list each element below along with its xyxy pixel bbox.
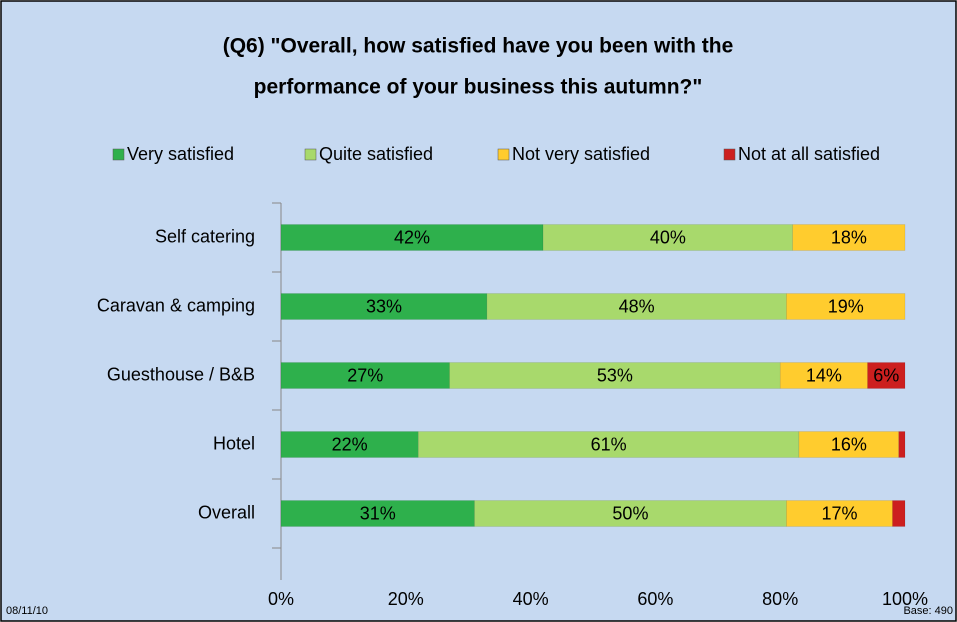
legend-swatch: [304, 148, 317, 161]
bar-segment: [486, 293, 787, 320]
bar-segment: [867, 362, 906, 389]
bar-segment: [792, 224, 906, 251]
bar-segment: [542, 224, 793, 251]
data-label: 14%: [806, 365, 842, 385]
y-tick-label: Guesthouse / B&B: [107, 364, 255, 384]
data-label: 33%: [366, 296, 402, 316]
data-label: 17%: [821, 503, 857, 523]
bar-segment: [280, 362, 450, 389]
bar-segment: [786, 500, 893, 527]
data-label: 48%: [619, 296, 655, 316]
data-label: 6%: [873, 365, 899, 385]
bar-segment: [280, 224, 544, 251]
bar-segment: [280, 293, 488, 320]
data-label: 27%: [347, 365, 383, 385]
bar-segment: [280, 500, 475, 527]
data-label: 22%: [332, 434, 368, 454]
y-tick-label: Caravan & camping: [97, 295, 255, 315]
data-label: 50%: [612, 503, 648, 523]
bar-segment: [798, 431, 900, 458]
legend-swatch: [112, 148, 125, 161]
bar-segment: [786, 293, 906, 320]
data-label: 16%: [831, 434, 867, 454]
legend-swatch: [723, 148, 736, 161]
x-tick-label: 60%: [637, 589, 673, 609]
y-tick-label: Hotel: [213, 433, 255, 453]
data-label: 42%: [394, 227, 430, 247]
legend-label: Very satisfied: [127, 144, 234, 164]
bar-segment: [779, 362, 868, 389]
data-label: 18%: [831, 227, 867, 247]
y-tick-label: Self catering: [155, 226, 255, 246]
chart-title: performance of your business this autumn…: [254, 76, 703, 99]
data-label: 61%: [591, 434, 627, 454]
legend-label: Not very satisfied: [512, 144, 650, 164]
bar-segment: [418, 431, 800, 458]
legend-label: Not at all satisfied: [738, 144, 880, 164]
x-tick-label: 80%: [762, 589, 798, 609]
legend-swatch: [497, 148, 510, 161]
data-label: 19%: [828, 296, 864, 316]
x-tick-label: 40%: [513, 589, 549, 609]
base-note: Base: 490: [903, 605, 953, 617]
y-tick-label: Overall: [198, 502, 255, 522]
legend-label: Quite satisfied: [319, 144, 433, 164]
bar-segment: [474, 500, 787, 527]
date-note: 08/11/10: [6, 605, 48, 617]
data-label: 31%: [360, 503, 396, 523]
data-label: 40%: [650, 227, 686, 247]
x-tick-label: 20%: [388, 589, 424, 609]
bar-segment: [280, 431, 419, 458]
x-tick-label: 0%: [268, 589, 294, 609]
chart-title: (Q6) "Overall, how satisfied have you be…: [223, 35, 734, 58]
x-tick-label: 100%: [882, 589, 928, 609]
data-label: 53%: [597, 365, 633, 385]
bar-segment: [898, 431, 906, 458]
bar-segment: [892, 500, 906, 527]
